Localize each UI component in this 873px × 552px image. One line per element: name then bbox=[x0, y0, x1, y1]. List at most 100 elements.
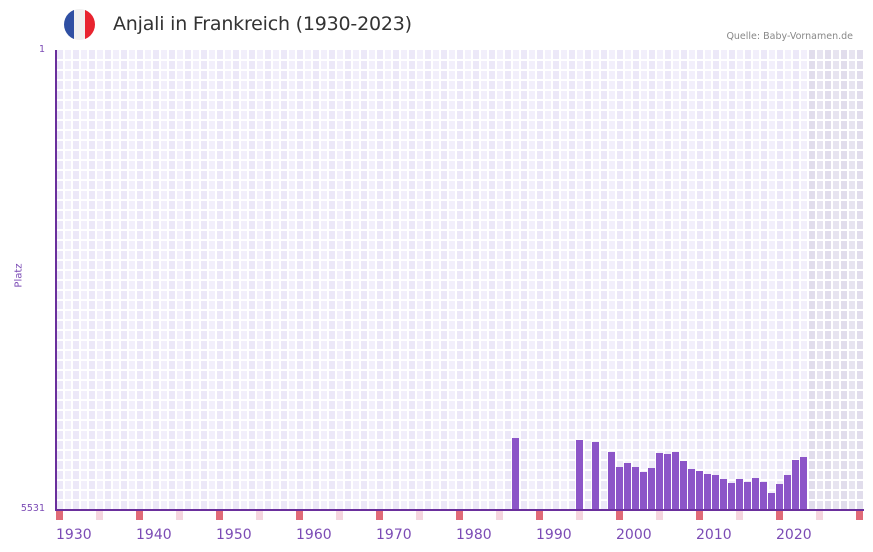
bar-2022[interactable] bbox=[792, 460, 799, 510]
grid-line bbox=[503, 50, 505, 510]
decade-marker bbox=[456, 511, 463, 520]
bar-2017[interactable] bbox=[752, 477, 759, 510]
bar-2002[interactable] bbox=[632, 467, 639, 510]
half-decade-marker bbox=[816, 511, 823, 520]
bar-2006[interactable] bbox=[664, 454, 671, 510]
grid-line bbox=[431, 50, 433, 510]
grid-line bbox=[511, 50, 513, 510]
flag-stripe-blue bbox=[64, 9, 75, 40]
grid-line bbox=[111, 50, 113, 510]
decade-marker bbox=[696, 511, 703, 520]
grid-line bbox=[231, 50, 233, 510]
bar-2008[interactable] bbox=[680, 461, 687, 510]
bar-2019[interactable] bbox=[768, 493, 775, 510]
grid-line bbox=[543, 50, 545, 510]
bar-2011[interactable] bbox=[704, 473, 711, 510]
grid-line bbox=[327, 50, 329, 510]
grid-line bbox=[847, 50, 849, 510]
chart-title: Anjali in Frankreich (1930-2023) bbox=[113, 13, 412, 35]
grid-line bbox=[671, 50, 673, 510]
bar-2015[interactable] bbox=[736, 478, 743, 510]
grid-line bbox=[351, 50, 353, 510]
grid-line bbox=[56, 109, 864, 111]
grid-line bbox=[56, 159, 864, 161]
grid-line bbox=[56, 259, 864, 261]
grid-line bbox=[735, 50, 737, 510]
bar-2001[interactable] bbox=[624, 463, 631, 510]
grid-line bbox=[56, 439, 864, 441]
grid-line bbox=[783, 50, 785, 510]
bar-2020[interactable] bbox=[776, 483, 783, 510]
grid-line bbox=[383, 50, 385, 510]
grid-line bbox=[631, 50, 633, 510]
grid-line bbox=[56, 339, 864, 341]
grid-line bbox=[711, 50, 713, 510]
bar-2004[interactable] bbox=[648, 468, 655, 510]
grid-line bbox=[56, 219, 864, 221]
y-tick-top: 1 bbox=[38, 44, 45, 55]
grid-line bbox=[56, 489, 864, 491]
x-tick-label: 1960 bbox=[296, 527, 332, 543]
source-link[interactable]: Quelle: Baby-Vornamen.de bbox=[726, 31, 853, 42]
decade-marker bbox=[776, 511, 783, 520]
decade-marker bbox=[376, 511, 383, 520]
grid-line bbox=[56, 319, 864, 321]
grid-line bbox=[56, 329, 864, 331]
grid-line bbox=[56, 229, 864, 231]
grid-line bbox=[311, 50, 313, 510]
bar-2013[interactable] bbox=[720, 478, 727, 510]
bar-2000[interactable] bbox=[616, 467, 623, 510]
bar-2012[interactable] bbox=[712, 474, 719, 510]
grid-line bbox=[56, 129, 864, 131]
grid-line bbox=[775, 50, 777, 510]
bar-2007[interactable] bbox=[672, 452, 679, 510]
grid-line bbox=[759, 50, 761, 510]
half-decade-marker bbox=[656, 511, 663, 520]
grid-line bbox=[56, 309, 864, 311]
grid-line bbox=[367, 50, 369, 510]
grid-line bbox=[56, 389, 864, 391]
bar-2003[interactable] bbox=[640, 472, 647, 510]
grid-line bbox=[56, 119, 864, 121]
grid-line bbox=[687, 50, 689, 510]
x-tick-label: 1970 bbox=[376, 527, 412, 543]
x-tick-label: 1990 bbox=[536, 527, 572, 543]
bar-1999[interactable] bbox=[608, 452, 615, 510]
bar-2009[interactable] bbox=[688, 469, 695, 510]
decade-marker bbox=[216, 511, 223, 520]
grid-line bbox=[56, 299, 864, 301]
bar-2005[interactable] bbox=[656, 453, 663, 510]
grid-line bbox=[551, 50, 553, 510]
bar-2023[interactable] bbox=[800, 457, 807, 510]
x-axis-line bbox=[55, 509, 864, 511]
chart-plot-area bbox=[56, 50, 865, 510]
decade-marker bbox=[536, 511, 543, 520]
bar-1997[interactable] bbox=[592, 441, 599, 510]
grid-line bbox=[247, 50, 249, 510]
grid-line bbox=[727, 50, 729, 510]
x-tick-label: 2020 bbox=[776, 527, 812, 543]
grid-line bbox=[56, 399, 864, 401]
y-axis-line bbox=[55, 50, 57, 511]
decade-marker bbox=[56, 511, 63, 520]
x-tick-label: 2000 bbox=[616, 527, 652, 543]
bar-2014[interactable] bbox=[728, 482, 735, 510]
grid-line bbox=[623, 50, 625, 510]
grid-line bbox=[447, 50, 449, 510]
grid-line bbox=[463, 50, 465, 510]
half-decade-marker bbox=[336, 511, 343, 520]
grid-line bbox=[295, 50, 297, 510]
bar-2016[interactable] bbox=[744, 481, 751, 510]
grid-line bbox=[56, 269, 864, 271]
bar-2018[interactable] bbox=[760, 481, 767, 510]
grid-line bbox=[56, 349, 864, 351]
grid-line bbox=[439, 50, 441, 510]
grid-line bbox=[343, 50, 345, 510]
bar-2010[interactable] bbox=[696, 471, 703, 510]
half-decade-marker bbox=[576, 511, 583, 520]
bar-1987[interactable] bbox=[512, 437, 519, 510]
grid-line bbox=[863, 50, 865, 510]
bar-1995[interactable] bbox=[576, 439, 583, 510]
bar-2021[interactable] bbox=[784, 474, 791, 510]
grid-line bbox=[79, 50, 81, 510]
